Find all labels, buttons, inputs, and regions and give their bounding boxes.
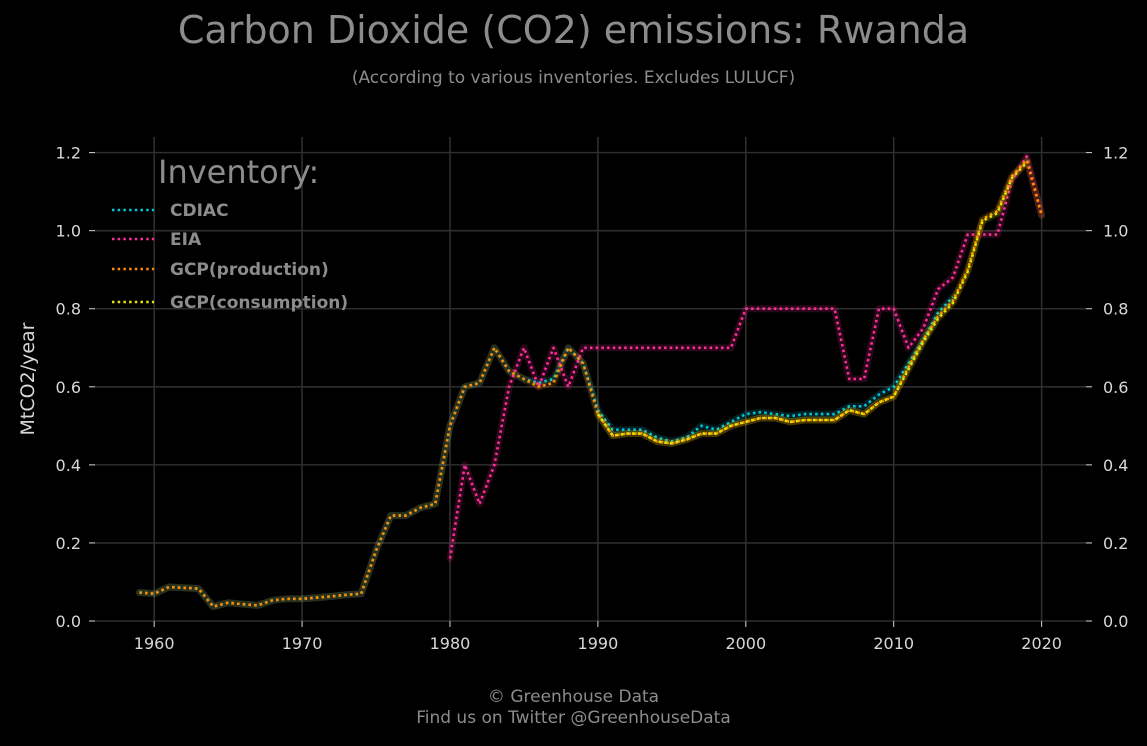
x-tick-label: 1990 — [578, 634, 619, 653]
x-tick-label: 1980 — [430, 634, 471, 653]
y-tick-label-left: 1.2 — [56, 144, 81, 163]
y-tick-label-left: 0.4 — [56, 456, 81, 475]
legend-title: Inventory: — [158, 153, 319, 191]
series-line — [139, 159, 1043, 608]
x-tick-label: 2010 — [873, 634, 914, 653]
series-glow — [135, 156, 1046, 611]
legend-label: GCP(consumption) — [170, 293, 348, 313]
y-axis-label: MtCO2/year — [17, 322, 39, 435]
y-tick-label-left: 0.6 — [56, 378, 81, 397]
y-tick-label-right: 1.0 — [1103, 222, 1128, 241]
legend-label: CDIAC — [170, 201, 229, 221]
y-tick-label-right: 0.0 — [1103, 612, 1128, 631]
series-glow — [594, 158, 1031, 447]
copyright-text: © Greenhouse Data — [487, 687, 660, 707]
y-tick-label-left: 0.0 — [56, 612, 81, 631]
y-tick-label-right: 0.6 — [1103, 378, 1128, 397]
legend-label: EIA — [170, 230, 202, 250]
y-tick-label-right: 0.2 — [1103, 534, 1128, 553]
series-line — [448, 155, 1043, 559]
x-tick-label: 2020 — [1021, 634, 1062, 653]
x-tick-label: 1960 — [134, 634, 175, 653]
chart-subtitle: (According to various inventories. Exclu… — [351, 68, 796, 88]
y-tick-label-right: 1.2 — [1103, 144, 1128, 163]
x-tick-label: 2000 — [725, 634, 766, 653]
y-tick-label-left: 0.8 — [56, 300, 81, 319]
chart-title: Carbon Dioxide (CO2) emissions: Rwanda — [177, 8, 970, 52]
y-tick-label-right: 0.4 — [1103, 456, 1128, 475]
series-line — [596, 161, 1028, 445]
y-tick-label-left: 0.2 — [56, 534, 81, 553]
series-glow — [135, 293, 957, 611]
legend-label: GCP(production) — [170, 260, 329, 280]
x-tick-label: 1970 — [282, 634, 323, 653]
series-line — [139, 296, 954, 608]
y-tick-label-left: 1.0 — [56, 222, 81, 241]
y-tick-label-right: 0.8 — [1103, 300, 1128, 319]
twitter-text: Find us on Twitter @GreenhouseData — [416, 708, 731, 728]
footer: © Greenhouse Data Find us on Twitter @Gr… — [0, 687, 1147, 729]
